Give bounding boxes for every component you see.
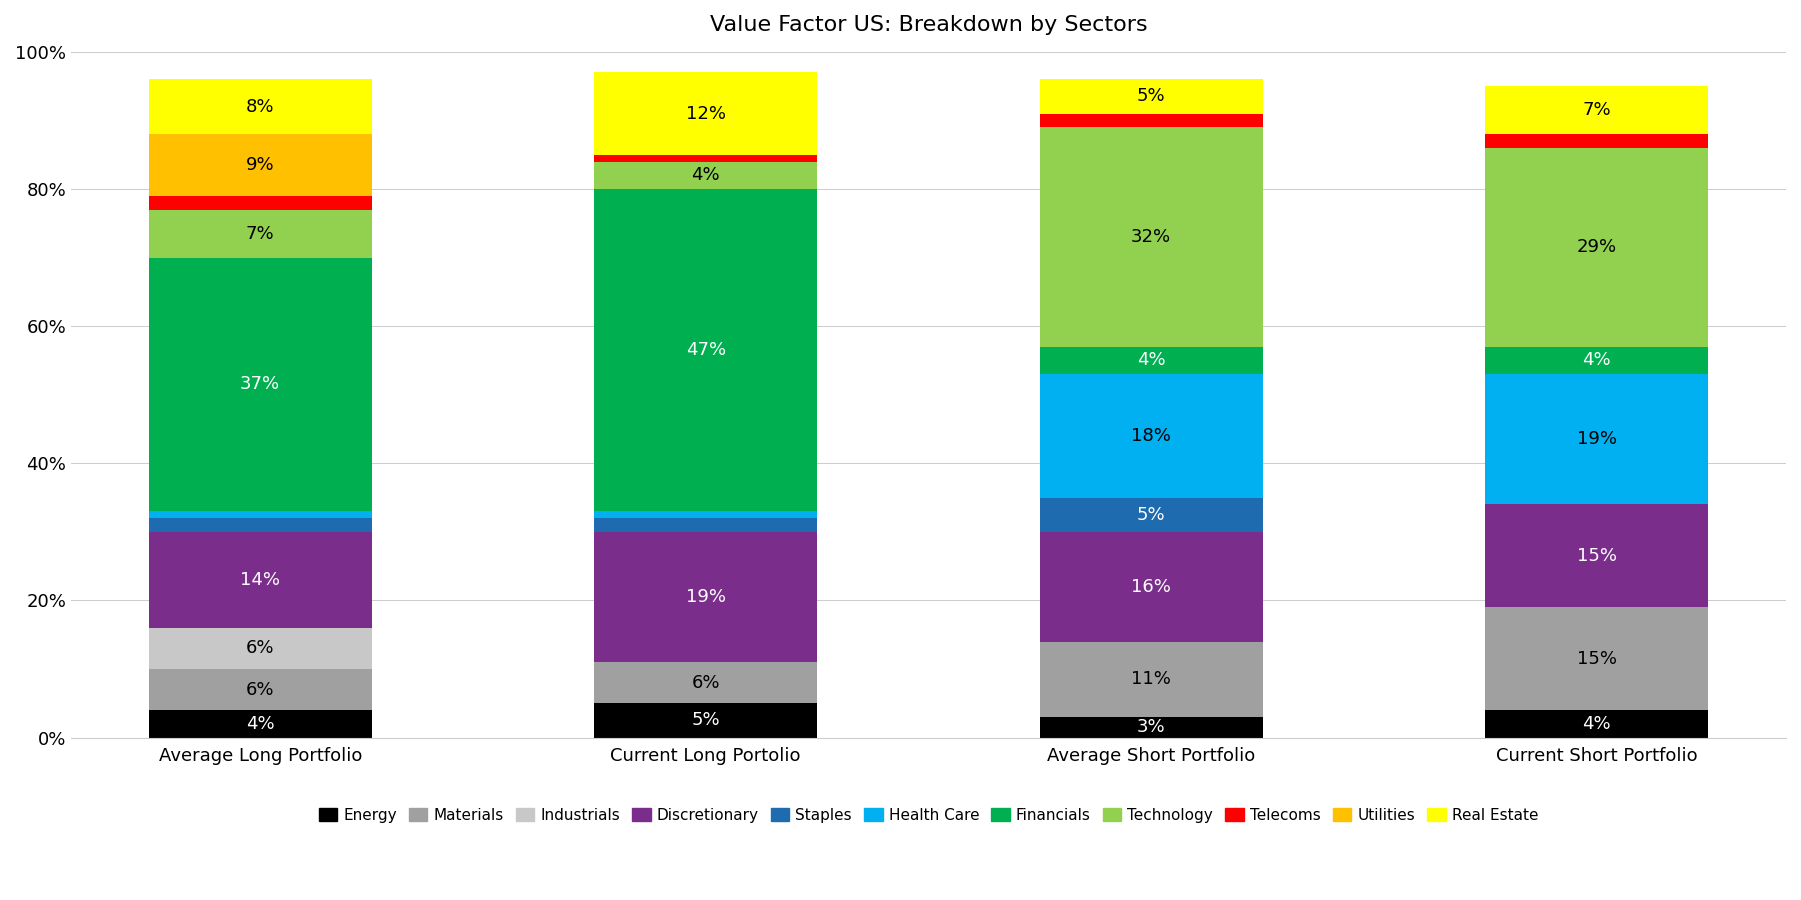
Text: 6%: 6%	[247, 639, 274, 657]
Text: 14%: 14%	[240, 571, 281, 589]
Text: 4%: 4%	[1136, 351, 1165, 369]
Bar	[1039, 79, 1263, 113]
Text: 6%: 6%	[247, 680, 274, 698]
Bar	[594, 189, 818, 511]
Bar	[1486, 504, 1707, 608]
Bar	[594, 511, 818, 518]
Text: 4%: 4%	[247, 715, 274, 733]
Bar	[594, 162, 818, 189]
Text: 4%: 4%	[1583, 715, 1610, 733]
Bar	[594, 703, 818, 738]
Bar	[1039, 532, 1263, 642]
Bar	[1039, 498, 1263, 532]
Bar	[594, 518, 818, 532]
Bar	[1486, 346, 1707, 374]
Text: 7%: 7%	[247, 225, 274, 243]
Bar	[1486, 134, 1707, 148]
Bar	[1486, 608, 1707, 710]
Bar	[594, 662, 818, 703]
Bar	[594, 532, 818, 662]
Bar	[149, 511, 371, 518]
Text: 12%: 12%	[686, 104, 726, 122]
Text: 6%: 6%	[692, 674, 720, 692]
Bar	[594, 155, 818, 162]
Bar	[1039, 717, 1263, 738]
Bar	[149, 518, 371, 532]
Title: Value Factor US: Breakdown by Sectors: Value Factor US: Breakdown by Sectors	[710, 15, 1147, 35]
Bar	[149, 532, 371, 628]
Bar	[149, 196, 371, 210]
Text: 18%: 18%	[1131, 427, 1171, 445]
Text: 29%: 29%	[1576, 238, 1617, 256]
Bar	[149, 210, 371, 257]
Text: 3%: 3%	[1136, 718, 1165, 736]
Text: 37%: 37%	[240, 375, 281, 393]
Bar	[1039, 374, 1263, 498]
Text: 19%: 19%	[686, 588, 726, 606]
Text: 19%: 19%	[1576, 430, 1617, 448]
Text: 4%: 4%	[1583, 351, 1610, 369]
Bar	[149, 710, 371, 738]
Bar	[149, 257, 371, 511]
Legend: Energy, Materials, Industrials, Discretionary, Staples, Health Care, Financials,: Energy, Materials, Industrials, Discreti…	[312, 800, 1545, 831]
Bar	[1486, 86, 1707, 134]
Text: 9%: 9%	[247, 156, 274, 174]
Text: 32%: 32%	[1131, 228, 1171, 246]
Text: 11%: 11%	[1131, 670, 1171, 688]
Text: 15%: 15%	[1576, 650, 1617, 668]
Text: 16%: 16%	[1131, 578, 1171, 596]
Text: 4%: 4%	[692, 166, 720, 184]
Text: 47%: 47%	[686, 341, 726, 359]
Bar	[1486, 710, 1707, 738]
Text: 8%: 8%	[247, 98, 274, 116]
Text: 5%: 5%	[1136, 506, 1165, 524]
Bar	[1486, 148, 1707, 346]
Bar	[1039, 113, 1263, 127]
Text: 15%: 15%	[1576, 547, 1617, 565]
Bar	[594, 72, 818, 155]
Text: 7%: 7%	[1583, 101, 1610, 119]
Bar	[149, 669, 371, 710]
Bar	[149, 134, 371, 196]
Bar	[1039, 642, 1263, 717]
Bar	[1039, 346, 1263, 374]
Bar	[149, 628, 371, 669]
Text: 5%: 5%	[1136, 87, 1165, 105]
Bar	[1039, 127, 1263, 346]
Bar	[149, 79, 371, 134]
Bar	[1486, 374, 1707, 504]
Text: 5%: 5%	[692, 711, 720, 729]
